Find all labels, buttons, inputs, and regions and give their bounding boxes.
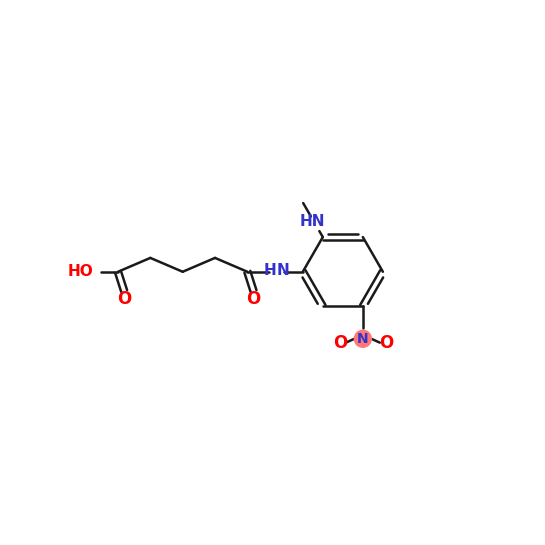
Text: O: O xyxy=(246,290,261,308)
Text: H: H xyxy=(264,263,277,278)
Text: O: O xyxy=(117,290,131,308)
Text: HO: HO xyxy=(68,264,93,279)
Text: N: N xyxy=(357,332,368,346)
Text: HN: HN xyxy=(300,214,325,229)
Text: O: O xyxy=(332,334,347,352)
Circle shape xyxy=(354,330,371,347)
Text: N: N xyxy=(277,263,289,278)
Text: O: O xyxy=(379,334,393,352)
